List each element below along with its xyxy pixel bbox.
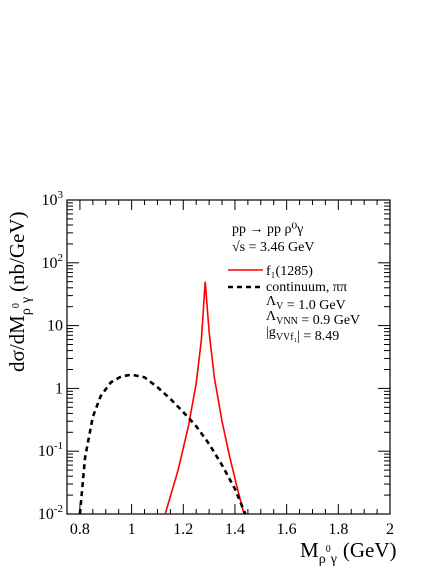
x-tick-label: 1.8 bbox=[328, 521, 348, 538]
svg-text:dσ/dMρ0γ(nb/GeV): dσ/dMρ0γ(nb/GeV) bbox=[5, 212, 34, 373]
plot-frame bbox=[66, 199, 391, 515]
y-tick-label: 103 bbox=[42, 189, 64, 209]
y-axis-label: dσ/dMρ0γ(nb/GeV) bbox=[5, 212, 34, 373]
lambda-v-annotation: ΛV = 1.0 GeV bbox=[266, 294, 346, 313]
x-tick-label: 2 bbox=[386, 521, 394, 538]
y-tick-label: 10-2 bbox=[38, 503, 63, 523]
series-line-f1 bbox=[164, 281, 245, 515]
y-tick-label: 10 bbox=[47, 318, 63, 335]
y-axis-ticks bbox=[67, 199, 390, 515]
x-tick-label: 1.4 bbox=[225, 521, 245, 538]
coupling-annotation: |gVVf₁| = 8.49 bbox=[266, 325, 339, 344]
svg-text:Mρ0γ(GeV): Mρ0γ (GeV) bbox=[300, 538, 397, 567]
legend-label-f1: f₁(1285) bbox=[266, 264, 313, 279]
x-tick-label: 0.8 bbox=[70, 521, 90, 538]
series-line-continuum bbox=[78, 373, 247, 515]
x-axis-ticks bbox=[66, 200, 391, 514]
y-tick-label: 102 bbox=[42, 252, 64, 272]
x-tick-label: 1.6 bbox=[277, 521, 297, 538]
x-axis-label: Mρ0γ (GeV) bbox=[300, 538, 397, 567]
x-axis-tick-labels: 0.8 1 1.2 1.4 1.6 1.8 2 bbox=[70, 521, 394, 538]
reaction-annotation: pp → pp ρ⁰γ bbox=[232, 222, 303, 237]
x-tick-label: 1 bbox=[128, 521, 136, 538]
x-tick-label: 1.2 bbox=[173, 521, 193, 538]
y-tick-label: 10-1 bbox=[38, 440, 63, 460]
legend-label-continuum: continuum, ππ bbox=[266, 280, 347, 295]
lambda-vnn-annotation: ΛVNN = 0.9 GeV bbox=[266, 309, 360, 328]
series-layer bbox=[78, 281, 247, 515]
energy-annotation: √s = 3.46 GeV bbox=[232, 240, 314, 255]
annotation-block: pp → pp ρ⁰γ √s = 3.46 GeV f₁(1285) conti… bbox=[228, 222, 360, 344]
y-tick-label: 1 bbox=[55, 380, 63, 397]
y-axis-tick-labels: 10-2 10-1 1 10 102 103 bbox=[38, 189, 64, 523]
